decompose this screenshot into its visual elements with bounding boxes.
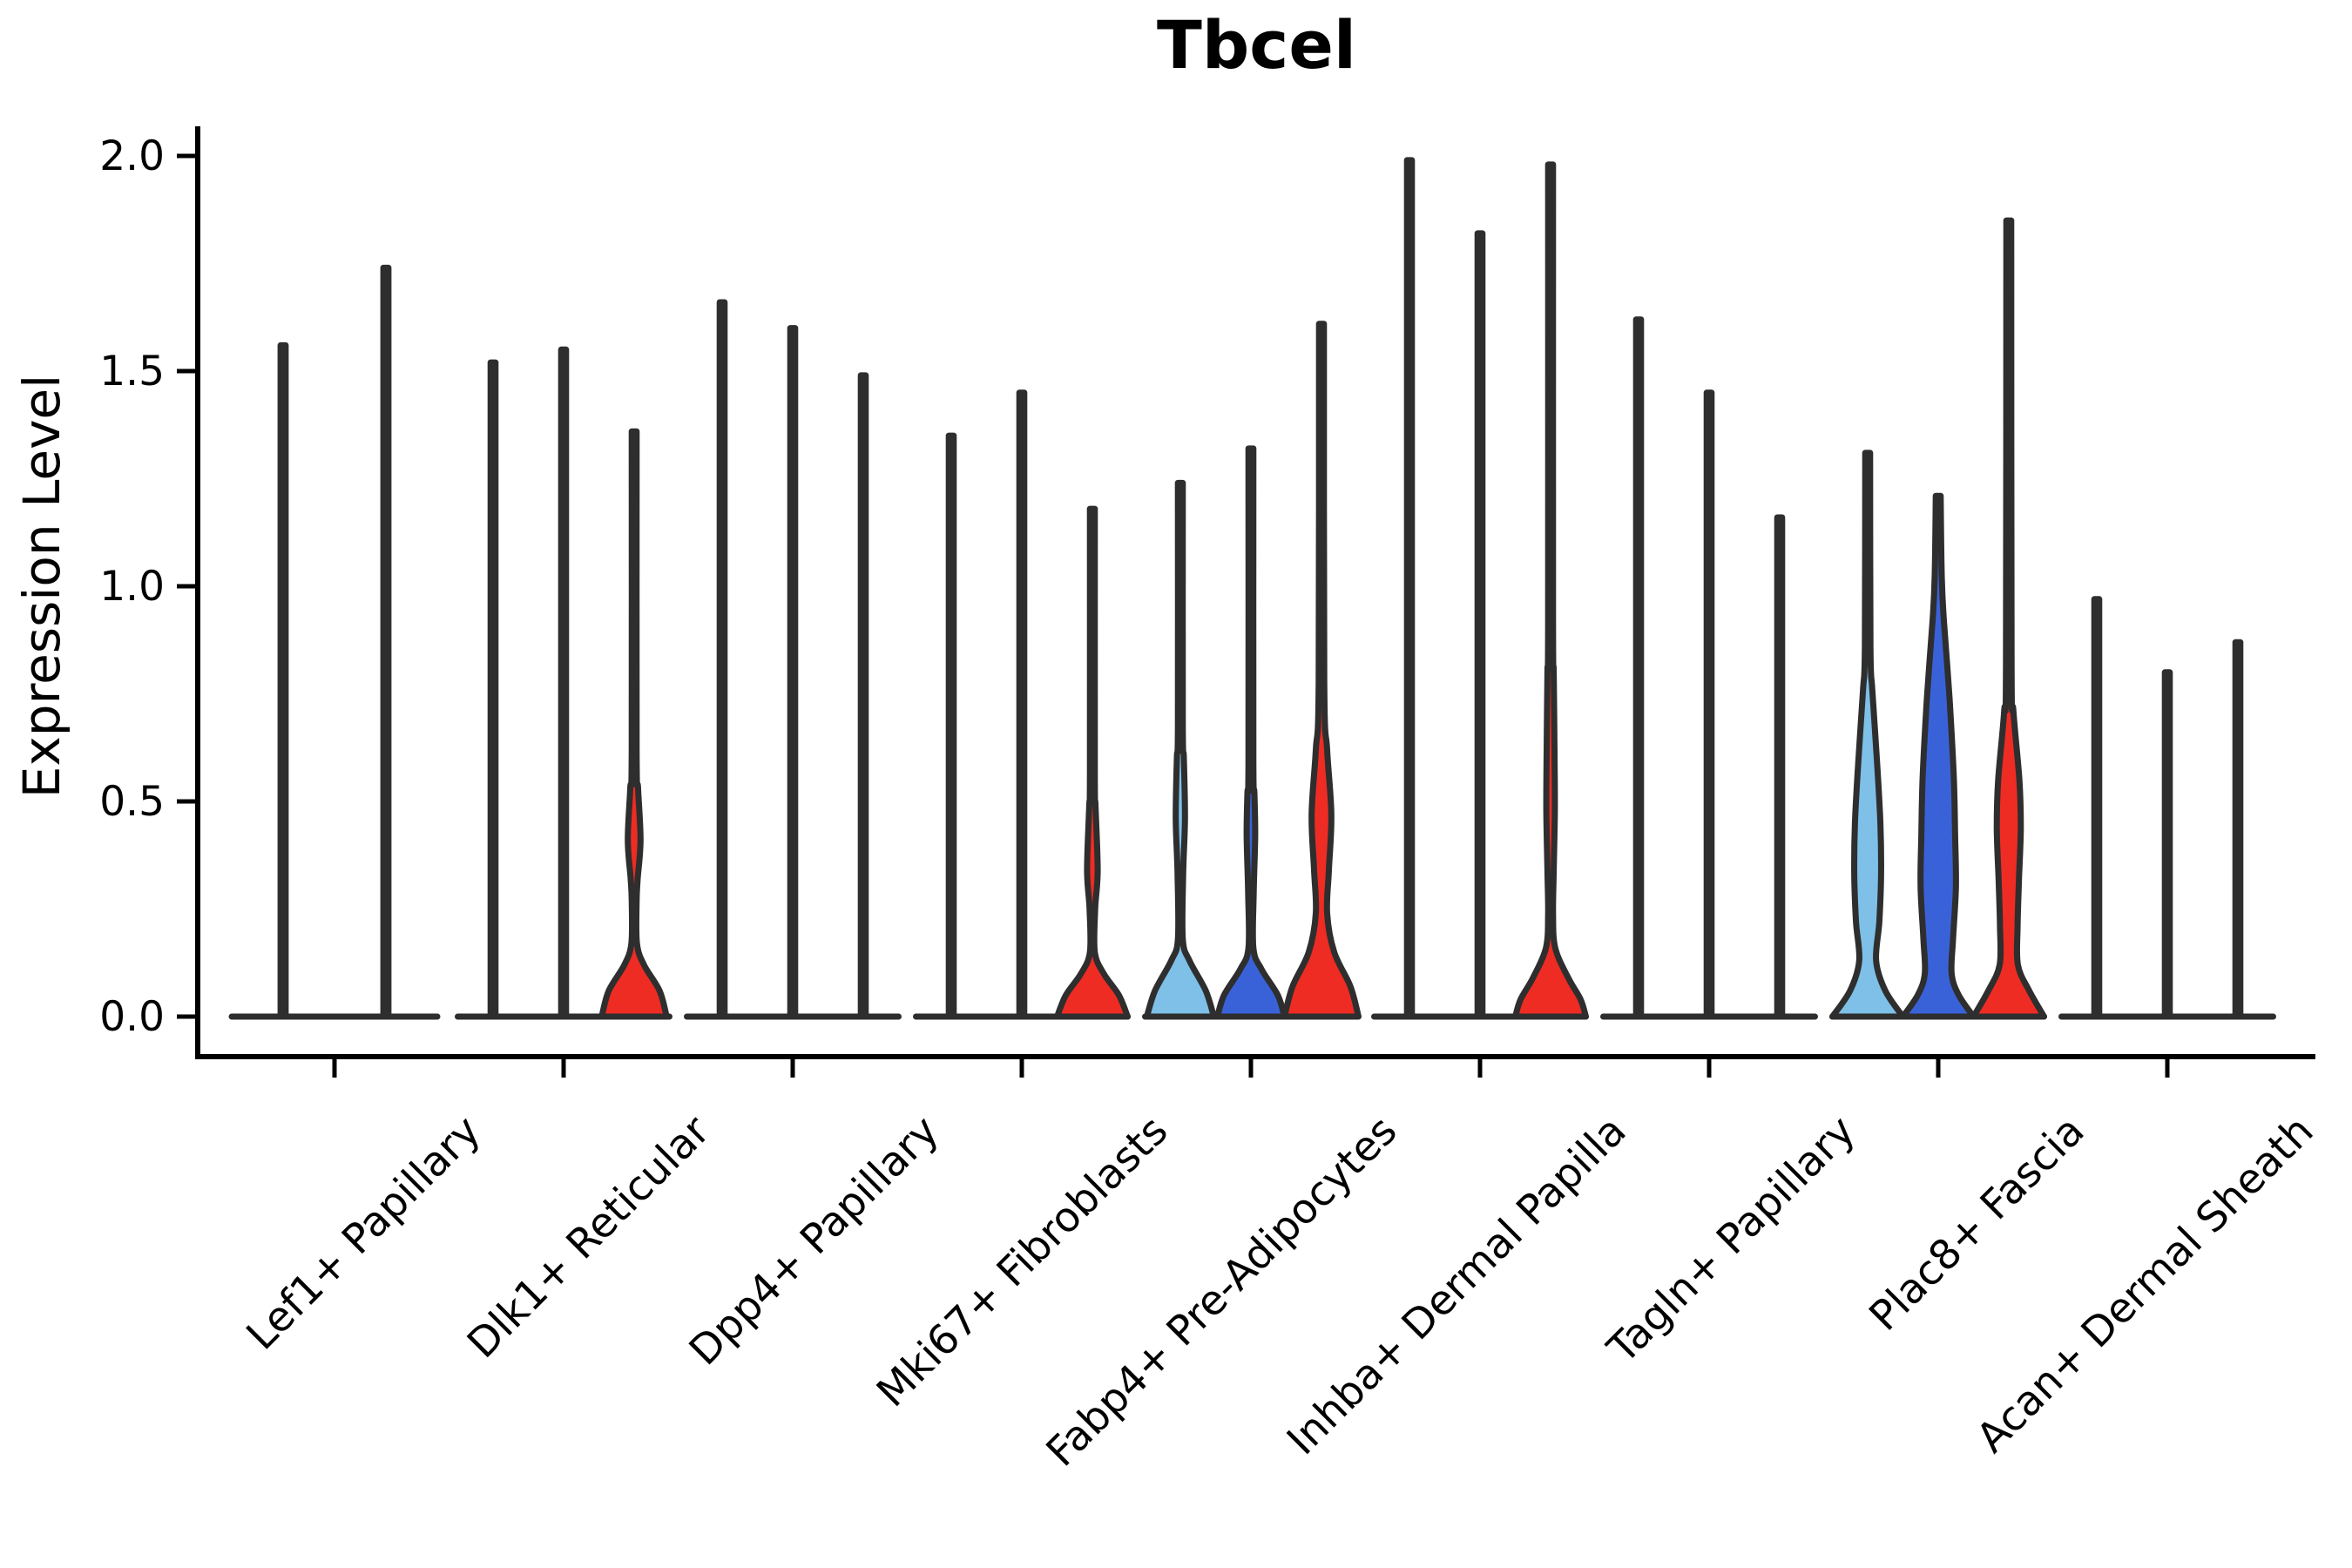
violin-0-0	[277, 341, 289, 1020]
violin-6-2	[1774, 514, 1786, 1020]
y-tick-label-2: 1.0	[99, 563, 165, 611]
y-tick-label-1: 0.5	[99, 778, 165, 826]
violin-8-1	[2161, 669, 2173, 1020]
x-tick-label-6: Tagln+ Papillary	[1598, 1107, 1865, 1374]
violin-2-1	[787, 325, 799, 1020]
violin-6-1	[1703, 389, 1715, 1020]
violin-3-2	[1054, 505, 1131, 1020]
violin-4-1	[1214, 445, 1288, 1020]
violin-4-0	[1144, 479, 1217, 1020]
violin-4-2	[1281, 321, 1362, 1020]
violin-6-0	[1632, 316, 1645, 1020]
plot-title: Tbcel	[1157, 6, 1356, 84]
x-tick-label-2: Dpp4+ Papillary	[680, 1107, 949, 1375]
y-tick-label-0: 0.0	[99, 993, 165, 1041]
violin-5-0	[1403, 157, 1416, 1020]
x-tick-label-0: Lef1+ Papillary	[238, 1107, 490, 1360]
violin-3-0	[945, 432, 957, 1020]
x-tick-label-7: Plac8+ Fascia	[1861, 1107, 2094, 1341]
violin-8-2	[2232, 639, 2244, 1020]
violin-3-1	[1016, 389, 1028, 1020]
violin-1-2	[598, 428, 670, 1020]
violin-7-2	[1970, 217, 2047, 1020]
violin-5-2	[1512, 161, 1589, 1020]
violin-8-0	[2091, 596, 2103, 1020]
violin-5-1	[1474, 230, 1486, 1020]
y-axis-label: Expression Level	[12, 375, 71, 798]
violin-2-0	[716, 299, 728, 1020]
violin-0-1	[380, 264, 392, 1020]
violin-7-1	[1900, 492, 1977, 1020]
violin-2-2	[857, 372, 869, 1020]
x-tick-label-1: Dlk1+ Reticular	[458, 1106, 720, 1368]
violin-7-0	[1829, 449, 1906, 1020]
violin-1-0	[487, 359, 499, 1020]
violin-1-1	[558, 346, 570, 1020]
y-tick-label-3: 1.5	[99, 348, 165, 395]
y-tick-label-4: 2.0	[99, 132, 165, 180]
